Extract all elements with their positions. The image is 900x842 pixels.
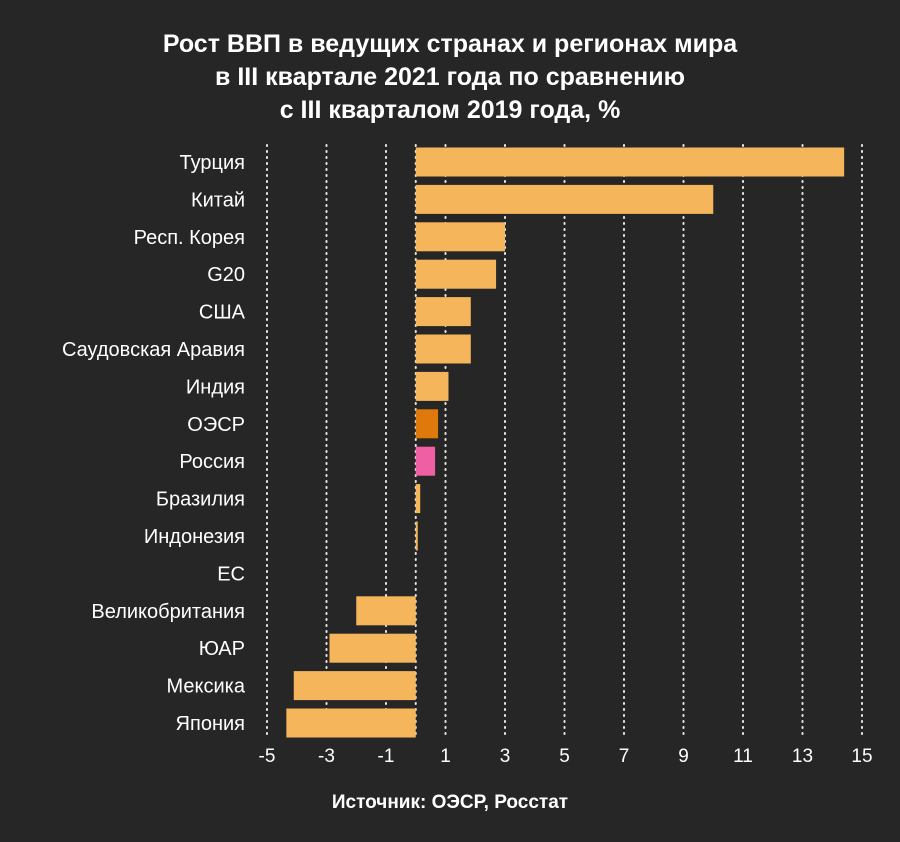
category-label: ЕС [217, 563, 245, 585]
category-label: Мексика [167, 676, 246, 698]
x-tick-label: 15 [851, 746, 872, 767]
category-label: ОЭСР [187, 414, 245, 436]
bar-9 [415, 484, 421, 514]
tick-layer: -5 -3 -1 1 3 5 7 9 11 13 15 [259, 746, 873, 767]
bar-3 [415, 259, 497, 289]
bar-13 [329, 633, 416, 663]
category-label: Великобритания [91, 601, 245, 623]
category-label: США [199, 302, 246, 324]
title-line-2: в III квартале 2021 года по сравнению [215, 63, 685, 91]
bar-0 [415, 147, 845, 177]
category-label: G20 [207, 264, 245, 286]
bar-layer [286, 147, 845, 738]
category-label: Япония [176, 713, 245, 735]
category-label: Индия [186, 376, 245, 398]
bar-1 [415, 184, 714, 214]
title-line-1: Рост ВВП в ведущих странах и регионах ми… [162, 30, 738, 58]
bar-6 [415, 371, 449, 401]
category-label: Китай [191, 189, 245, 211]
bar-15 [286, 708, 416, 738]
category-label: Респ. Корея [134, 227, 245, 249]
chart-title: Рост ВВП в ведущих странах и регионах ми… [0, 28, 900, 127]
x-tick-label: 3 [500, 746, 511, 767]
label-layer: Турция Китай Респ. Корея G20 США Саудовская А… [62, 152, 246, 735]
category-label: Бразилия [156, 489, 245, 511]
category-label: Турция [180, 152, 245, 174]
x-tick-label: -1 [378, 746, 395, 767]
grid-layer [266, 144, 863, 736]
category-label: ЮАР [199, 638, 245, 660]
bar-5 [415, 334, 471, 364]
bar-12 [356, 596, 416, 626]
x-tick-label: 1 [440, 746, 451, 767]
x-tick-label: 13 [792, 746, 813, 767]
bar-7 [415, 409, 439, 439]
category-label: Саудовская Аравия [62, 339, 245, 361]
x-tick-label: 5 [559, 746, 570, 767]
bar-8 [415, 446, 436, 476]
x-tick-label: -3 [318, 746, 335, 767]
category-label: Россия [179, 451, 245, 473]
category-label: Индонезия [144, 526, 245, 548]
x-tick-label: 7 [619, 746, 630, 767]
x-tick-label: -5 [259, 746, 276, 767]
bar-4 [415, 297, 471, 327]
title-line-3: с III кварталом 2019 года, % [279, 96, 621, 124]
bar-10 [415, 521, 418, 551]
source-note: Источник: ОЭСР, Росстат [331, 792, 569, 813]
x-tick-label: 9 [678, 746, 689, 767]
bar-2 [415, 222, 505, 252]
x-tick-label: 11 [733, 746, 753, 767]
bar-14 [293, 671, 416, 701]
